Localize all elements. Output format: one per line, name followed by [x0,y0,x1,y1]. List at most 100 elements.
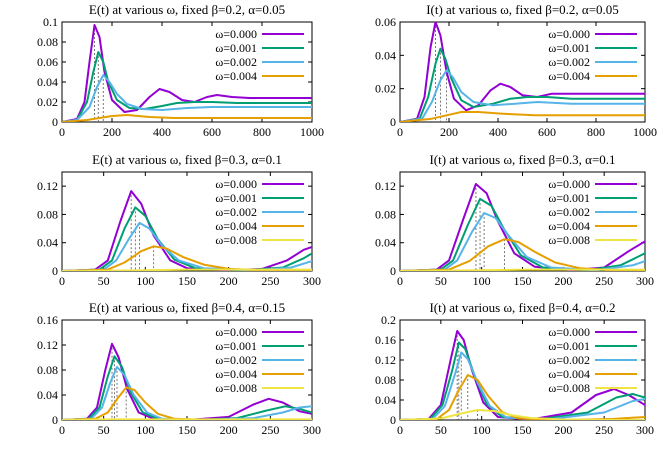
x-tick-label: 600 [538,125,556,139]
y-tick-label: 0.02 [375,82,396,96]
y-tick-label: 0.08 [37,35,58,49]
series-line-0.002 [400,69,645,122]
legend-label: ω=0.004 [215,69,257,83]
legend-label: ω=0.000 [548,27,590,41]
y-tick-label: 0.08 [37,363,58,377]
x-tick-label: 600 [203,125,221,139]
x-tick-label: 0 [59,274,65,288]
x-tick-label: 0 [397,125,403,139]
legend-label: ω=0.004 [548,367,590,381]
legend-label: ω=0.000 [548,177,590,191]
x-tick-label: 200 [554,423,572,437]
x-tick-label: 0 [397,274,403,288]
y-tick-label: 0.16 [37,313,58,327]
x-tick-label: 200 [220,274,238,288]
x-tick-label: 50 [435,423,447,437]
chart-panel-6: I(t) at various ω, fixed β=0.4, α=0.2 0 50… [375,300,654,437]
plot-frame [61,171,313,272]
plot-frame [399,21,646,123]
x-tick-label: 50 [98,274,110,288]
legend-label: ω=0.002 [548,353,590,367]
y-tick-label: 0.04 [37,236,58,250]
legend-label: ω=0.001 [215,339,257,353]
x-tick-label: 400 [489,125,507,139]
series-line-0.004 [400,111,645,122]
y-tick-label: 0 [390,115,396,129]
x-tick-label: 250 [261,423,279,437]
y-tick-label: 0.06 [37,55,58,69]
y-tick-label: 0.08 [375,207,396,221]
legend-label: ω=0.008 [215,381,257,395]
x-tick-label: 100 [473,423,491,437]
legend-label: ω=0.001 [215,41,257,55]
chart-title: I(t) at various ω, fixed β=0.2, α=0.05 [426,2,619,17]
x-tick-label: 200 [554,274,572,288]
series-line-0.008 [400,409,645,420]
x-tick-label: 1000 [300,125,324,139]
series-line-0.000 [62,342,312,420]
legend-label: ω=0.000 [548,325,590,339]
series-line-0.002 [400,351,645,420]
plot-frame [61,21,313,123]
x-tick-label: 300 [636,423,654,437]
chart-panel-4: I(t) at various ω, fixed β=0.3, α=0.1 0 50… [375,152,654,288]
x-tick-label: 300 [636,274,654,288]
legend-label: ω=0.002 [215,55,257,69]
legend-label: ω=0.008 [548,381,590,395]
series-line-0.004 [62,114,312,122]
plot-frame [399,319,646,421]
x-tick-label: 400 [153,125,171,139]
x-tick-label: 200 [103,125,121,139]
x-tick-label: 300 [303,423,321,437]
legend-label: ω=0.002 [215,205,257,219]
legend-label: ω=0.001 [548,41,590,55]
series-line-0.008 [62,418,312,420]
chart-panel-3: E(t) at various ω, fixed β=0.3, α=0.1 0 50… [37,152,321,288]
x-tick-label: 100 [473,274,491,288]
x-tick-label: 0 [397,423,403,437]
series-line-0.000 [400,330,645,420]
legend-label: ω=0.000 [215,27,257,41]
x-tick-label: 200 [440,125,458,139]
legend-label: ω=0.002 [548,55,590,69]
y-tick-label: 0.06 [375,15,396,29]
x-tick-label: 50 [435,274,447,288]
y-tick-label: 0 [52,413,58,427]
series-line-0.001 [62,355,312,420]
series-line-0.008 [62,268,312,271]
series-line-0.001 [400,47,645,122]
legend-label: ω=0.002 [215,353,257,367]
y-tick-label: 0 [390,264,396,278]
chart-title: E(t) at various ω, fixed β=0.3, α=0.1 [92,152,282,167]
y-tick-label: 0.12 [375,353,396,367]
x-tick-label: 0 [59,423,65,437]
legend-label: ω=0.004 [215,367,257,381]
y-tick-label: 0.1 [43,15,58,29]
x-tick-label: 150 [514,274,532,288]
series-line-0.002 [62,74,312,122]
legend-label: ω=0.000 [215,177,257,191]
chart-title: E(t) at various ω, fixed β=0.4, α=0.15 [89,300,285,315]
y-tick-label: 0.04 [375,236,396,250]
legend-label: ω=0.002 [548,205,590,219]
y-tick-label: 0.04 [37,388,58,402]
chart-title: I(t) at various ω, fixed β=0.4, α=0.2 [429,300,615,315]
x-tick-label: 250 [261,274,279,288]
y-tick-label: 0.08 [375,373,396,387]
legend-label: ω=0.001 [215,191,257,205]
legend-label: ω=0.004 [548,69,590,83]
y-tick-label: 0.2 [381,313,396,327]
chart-title: I(t) at various ω, fixed β=0.3, α=0.1 [429,152,615,167]
y-tick-label: 0.16 [375,333,396,347]
y-tick-label: 0.12 [37,179,58,193]
x-tick-label: 150 [178,274,196,288]
chart-panel-1: E(t) at various ω, fixed β=0.2, α=0.05 0 2… [37,2,324,139]
y-tick-label: 0.04 [37,75,58,89]
legend-label: ω=0.001 [548,191,590,205]
series-line-0.002 [400,212,645,271]
chart-panel-5: E(t) at various ω, fixed β=0.4, α=0.15 0 5… [37,300,321,437]
x-tick-label: 800 [587,125,605,139]
y-tick-label: 0 [52,115,58,129]
x-tick-label: 800 [253,125,271,139]
x-tick-label: 200 [220,423,238,437]
